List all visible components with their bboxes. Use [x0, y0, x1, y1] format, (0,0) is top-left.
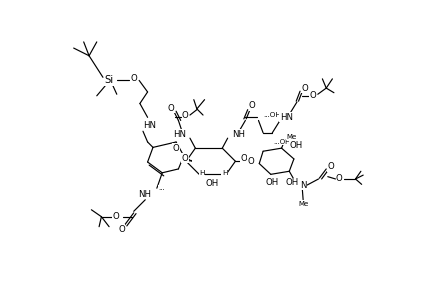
- Text: OH: OH: [206, 179, 219, 188]
- Text: O: O: [310, 91, 316, 99]
- Text: OH: OH: [286, 178, 299, 187]
- Text: O: O: [247, 157, 254, 166]
- Text: O: O: [130, 74, 137, 83]
- Text: O: O: [336, 174, 343, 184]
- Text: H: H: [199, 170, 205, 176]
- Text: HN: HN: [280, 113, 293, 122]
- Text: HN: HN: [143, 121, 156, 130]
- Text: HN: HN: [173, 130, 186, 139]
- Text: N: N: [300, 181, 307, 190]
- Text: O: O: [112, 212, 119, 221]
- Text: O: O: [301, 84, 308, 93]
- Text: O: O: [240, 154, 247, 163]
- Text: ...OH: ...OH: [274, 139, 291, 145]
- Text: OH: OH: [266, 178, 279, 187]
- Text: Si: Si: [105, 76, 113, 86]
- Text: O: O: [167, 104, 174, 113]
- Text: ...: ...: [158, 185, 165, 191]
- Text: O: O: [173, 144, 179, 153]
- Text: Me: Me: [286, 134, 296, 140]
- Text: O: O: [182, 111, 189, 120]
- Text: H: H: [222, 170, 227, 176]
- Text: ...OH: ...OH: [263, 112, 281, 118]
- Text: NH: NH: [138, 190, 151, 199]
- Text: O: O: [328, 162, 334, 171]
- Text: Me: Me: [298, 201, 308, 207]
- Text: O: O: [118, 225, 125, 233]
- Text: NH: NH: [232, 130, 245, 139]
- Text: O: O: [249, 101, 256, 110]
- Text: O: O: [182, 154, 188, 163]
- Text: OH: OH: [289, 141, 303, 150]
